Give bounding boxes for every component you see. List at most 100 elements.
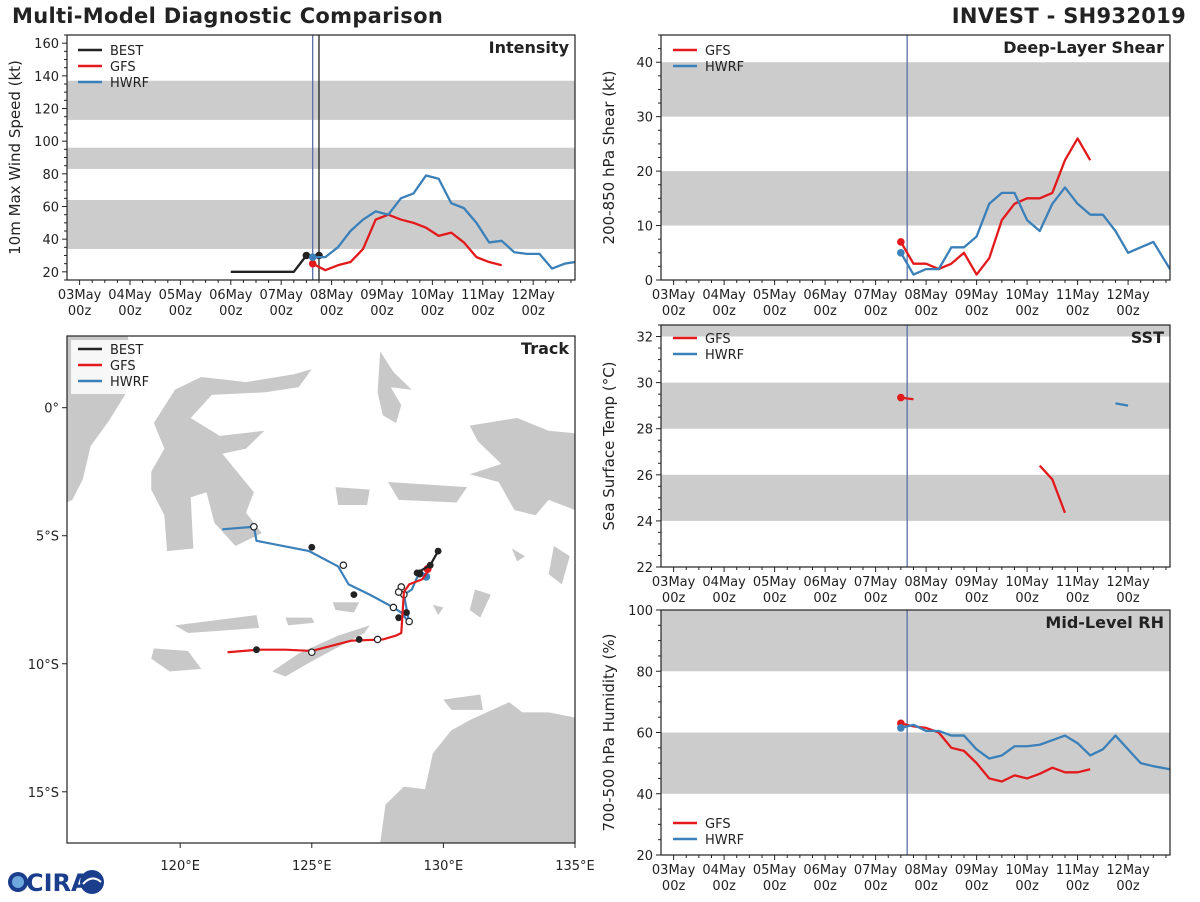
sst-xtick-day: 05May	[753, 575, 797, 590]
sst-xtick-hour: 00z	[965, 591, 989, 606]
track-gfs-filled-point	[253, 646, 260, 654]
track-panel: 120°E 125°E 130°E 135°E 0° 5°S 10°S 15°S Track BE…	[28, 335, 595, 874]
sst-ytick-label: 28	[636, 423, 653, 438]
land-babar	[432, 604, 444, 616]
shear-hwrf-line-0	[899, 186, 1170, 276]
shear-ytick-label: 10	[636, 220, 653, 235]
rh-panel-title: Mid-Level RH	[1045, 613, 1164, 632]
intensity-xtick-day: 05May	[159, 288, 203, 303]
sst-xtick-day: 03May	[652, 575, 696, 590]
intensity-band-1	[67, 147, 575, 169]
track-gfs-line	[227, 567, 432, 654]
sst-band-2	[661, 325, 1170, 337]
shear-ytick-label: 40	[636, 56, 653, 71]
rh-ytick-label: 100	[628, 604, 653, 619]
land-sulawesi	[151, 369, 312, 552]
track-xtick-label: 125°E	[292, 859, 332, 874]
sst-band-1	[661, 382, 1170, 429]
intensity-hwrf-line-0	[312, 174, 575, 270]
intensity-best-marker-0	[302, 251, 311, 260]
shear-xtick-day: 04May	[702, 288, 746, 303]
shear-legend-label-gfs: GFS	[705, 44, 731, 59]
sst-ytick-label: 32	[636, 331, 653, 346]
intensity-gfs-marker-0	[308, 259, 317, 268]
intensity-ytick-label: 100	[34, 135, 59, 150]
track-legend-label-hwrf: HWRF	[110, 375, 149, 390]
intensity-band-2	[67, 80, 575, 120]
intensity-xtick-hour: 00z	[269, 304, 293, 319]
rh-xtick-day: 03May	[652, 863, 696, 878]
rh-xtick-hour: 00z	[1116, 879, 1140, 894]
rh-ytick-label: 80	[636, 665, 653, 680]
sst-xtick-day: 09May	[955, 575, 999, 590]
intensity-xtick-hour: 00z	[421, 304, 445, 319]
intensity-xtick-hour: 00z	[219, 304, 243, 319]
rh-band-0	[661, 732, 1170, 794]
logo-text: CIRA	[26, 869, 90, 897]
intensity-ytick-label: 160	[34, 37, 59, 52]
sst-ytick-label: 30	[636, 377, 653, 392]
shear-xtick-day: 12May	[1106, 288, 1150, 303]
shear-xtick-hour: 00z	[1066, 304, 1090, 319]
shear-xtick-day: 08May	[904, 288, 948, 303]
shear-xtick-day: 05May	[753, 288, 797, 303]
rh-hwrf-marker-0	[897, 724, 905, 732]
land-masses	[67, 336, 575, 843]
sst-ytick-label: 26	[636, 469, 653, 484]
intensity-series-group	[230, 174, 575, 273]
intensity-xtick-hour: 00z	[169, 304, 193, 319]
sst-xtick-hour: 00z	[813, 591, 837, 606]
rh-panel: 2040608010003May00z04May00z05May00z06May…	[600, 604, 1171, 894]
track-best-point	[426, 561, 434, 569]
shear-xtick-day: 03May	[652, 288, 696, 303]
shear-xtick-hour: 00z	[864, 304, 888, 319]
intensity-ytick-label: 60	[42, 201, 59, 216]
track-ytick-label: 10°S	[28, 658, 59, 673]
shear-legend-label-hwrf: HWRF	[705, 60, 744, 75]
intensity-legend-label-best: BEST	[110, 44, 143, 59]
shear-xtick-hour: 00z	[1116, 304, 1140, 319]
track-ytick-label: 5°S	[36, 530, 59, 545]
intensity-xtick-hour: 00z	[320, 304, 344, 319]
track-gfs-filled-point	[355, 636, 363, 643]
sst-ytick-label: 22	[636, 561, 653, 576]
track-hwrf-open-point	[250, 522, 258, 531]
land-timor	[272, 625, 370, 677]
intensity-xtick-day: 12May	[511, 288, 555, 303]
shear-xtick-hour: 00z	[763, 304, 787, 319]
sst-gfs-line-1	[1038, 464, 1067, 514]
track-gfs-open-point	[394, 588, 403, 596]
rh-xtick-hour: 00z	[813, 879, 837, 894]
sst-xtick-day: 06May	[803, 575, 847, 590]
shear-xtick-hour: 00z	[662, 304, 686, 319]
intensity-xtick-hour: 00z	[370, 304, 394, 319]
sst-series-group	[897, 393, 1129, 514]
shear-gfs-line-0	[899, 137, 1092, 276]
intensity-xtick-hour: 00z	[521, 304, 545, 319]
rh-xtick-hour: 00z	[763, 879, 787, 894]
intensity-xtick-day: 09May	[360, 288, 404, 303]
track-xtick-label: 120°E	[160, 859, 200, 874]
land-flores	[174, 615, 260, 634]
rh-xtick-hour: 00z	[712, 879, 736, 894]
shear-xtick-day: 09May	[955, 288, 999, 303]
intensity-xtick-hour: 00z	[68, 304, 92, 319]
intensity-band-0	[67, 199, 575, 249]
sst-xtick-hour: 00z	[712, 591, 736, 606]
intensity-hwrf-marker-0	[308, 253, 317, 261]
rh-series-group	[897, 719, 1170, 783]
rh-xtick-day: 05May	[753, 863, 797, 878]
intensity-xtick-hour: 00z	[118, 304, 142, 319]
intensity-ytick-label: 120	[34, 103, 59, 118]
sst-ylabel: Sea Surface Temp (°C)	[600, 361, 618, 530]
shear-xtick-day: 07May	[854, 288, 898, 303]
track-best-point	[434, 547, 442, 555]
shear-ylabel: 200-850 hPa Shear (kt)	[600, 71, 618, 245]
track-hwrf-filled-point	[350, 591, 358, 599]
intensity-xtick-day: 04May	[108, 288, 152, 303]
shear-xtick-hour: 00z	[914, 304, 938, 319]
shear-hwrf-marker-0	[897, 248, 905, 257]
sst-xtick-day: 11May	[1056, 575, 1100, 590]
rh-band-1	[661, 610, 1170, 672]
rh-xtick-day: 11May	[1056, 863, 1100, 878]
